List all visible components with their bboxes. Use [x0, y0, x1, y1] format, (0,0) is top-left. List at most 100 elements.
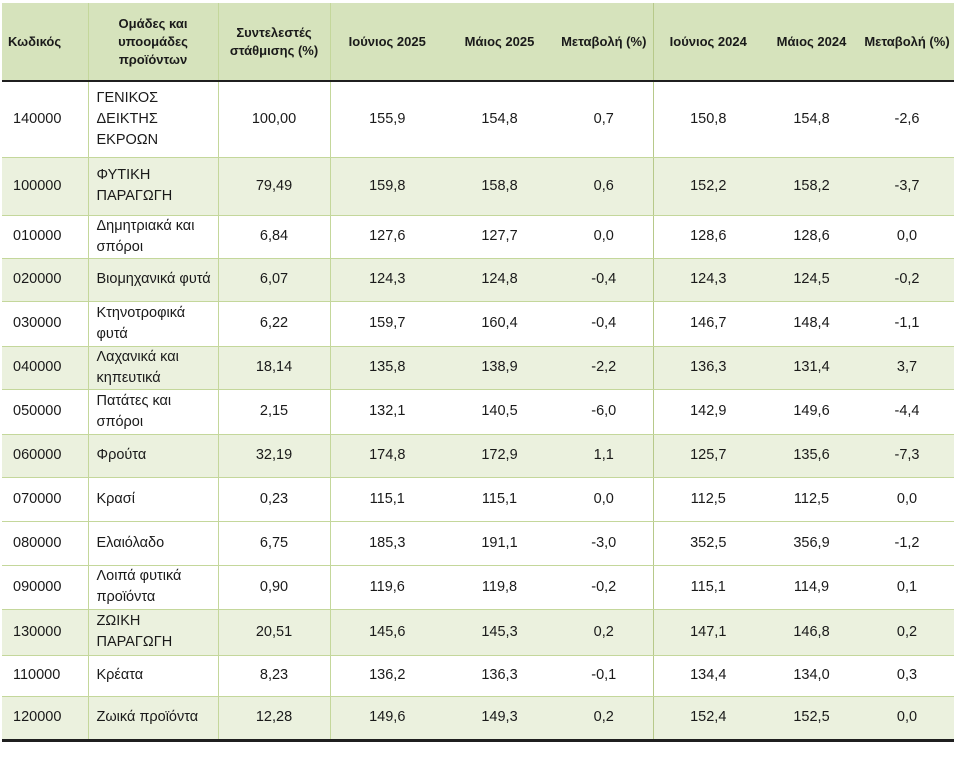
cell-may-2024: 134,0	[763, 655, 860, 697]
cell-change-2024: 0,3	[860, 655, 954, 697]
cell-group-name: Λοιπά φυτικά προϊόντα	[87, 565, 218, 610]
cell-code: 050000	[2, 389, 88, 435]
cell-group-name: Κτηνοτροφικά φυτά	[87, 301, 218, 347]
header-change-2025: Μεταβολή (%)	[555, 3, 653, 82]
cell-weight: 79,49	[217, 157, 330, 216]
cell-weight: 8,23	[217, 655, 330, 697]
cell-change-2025: -0,1	[555, 655, 653, 697]
cell-change-2025: 1,1	[555, 434, 653, 478]
cell-change-2024: 3,7	[860, 346, 954, 390]
cell-code: 030000	[2, 301, 88, 347]
cell-group-name: Κρέατα	[87, 655, 218, 697]
cell-may-2024: 158,2	[763, 157, 860, 216]
cell-group-name: ΓΕΝΙΚΟΣ ΔΕΙΚΤΗΣ ΕΚΡΟΩΝ	[87, 81, 218, 158]
cell-code: 020000	[2, 258, 88, 302]
cell-june-2024: 136,3	[652, 346, 763, 390]
cell-change-2024: -3,7	[860, 157, 954, 216]
cell-change-2025: -2,2	[555, 346, 653, 390]
cell-change-2025: -3,0	[555, 521, 653, 566]
cell-may-2025: 115,1	[444, 477, 555, 522]
cell-change-2024: -0,2	[860, 258, 954, 302]
cell-group-name: Ζωικά προϊόντα	[87, 696, 218, 742]
cell-weight: 12,28	[217, 696, 330, 742]
cell-may-2024: 112,5	[763, 477, 860, 522]
cell-code: 060000	[2, 434, 88, 478]
table-row: 030000 Κτηνοτροφικά φυτά 6,22 159,7 160,4 -0,…	[2, 301, 954, 347]
cell-june-2024: 128,6	[652, 215, 763, 259]
header-may-2024: Μάιος 2024	[763, 3, 860, 82]
cell-june-2025: 159,8	[329, 157, 444, 216]
cell-may-2024: 124,5	[763, 258, 860, 302]
cell-june-2024: 112,5	[652, 477, 763, 522]
table-body: 140000 ΓΕΝΙΚΟΣ ΔΕΙΚΤΗΣ ΕΚΡΟΩΝ 100,00 155,9 1…	[2, 81, 954, 742]
cell-june-2025: 132,1	[329, 389, 444, 435]
cell-change-2024: 0,0	[860, 215, 954, 259]
cell-june-2024: 142,9	[652, 389, 763, 435]
cell-may-2025: 191,1	[444, 521, 555, 566]
header-code: Κωδικός	[2, 3, 88, 82]
cell-change-2025: -0,4	[555, 258, 653, 302]
cell-change-2024: -7,3	[860, 434, 954, 478]
cell-group-name: ΦΥΤΙΚΗ ΠΑΡΑΓΩΓΗ	[87, 157, 218, 216]
cell-group-name: Βιομηχανικά φυτά	[87, 258, 218, 302]
cell-change-2025: 0,6	[555, 157, 653, 216]
cell-may-2025: 158,8	[444, 157, 555, 216]
cell-may-2025: 127,7	[444, 215, 555, 259]
cell-group-name: Δημητριακά και σπόροι	[87, 215, 218, 259]
cell-change-2025: 0,2	[555, 696, 653, 742]
cell-group-name: ΖΩΙΚΗ ΠΑΡΑΓΩΓΗ	[87, 609, 218, 656]
cell-june-2025: 174,8	[329, 434, 444, 478]
cell-june-2025: 155,9	[329, 81, 444, 158]
cell-june-2025: 119,6	[329, 565, 444, 610]
cell-code: 140000	[2, 81, 88, 158]
table-row: 050000 Πατάτες και σπόροι 2,15 132,1 140,5 -6…	[2, 389, 954, 435]
cell-weight: 0,90	[217, 565, 330, 610]
cell-may-2024: 128,6	[763, 215, 860, 259]
header-change-2024: Μεταβολή (%)	[860, 3, 954, 82]
cell-weight: 6,84	[217, 215, 330, 259]
cell-june-2024: 352,5	[652, 521, 763, 566]
cell-weight: 100,00	[217, 81, 330, 158]
cell-code: 110000	[2, 655, 88, 697]
cell-june-2024: 147,1	[652, 609, 763, 656]
cell-june-2024: 125,7	[652, 434, 763, 478]
cell-may-2024: 146,8	[763, 609, 860, 656]
cell-may-2025: 154,8	[444, 81, 555, 158]
price-index-table: Κωδικός Ομάδες και υποομάδες προϊόντων Σ…	[2, 3, 954, 742]
cell-weight: 6,75	[217, 521, 330, 566]
table-row: 020000 Βιομηχανικά φυτά 6,07 124,3 124,8 -0,4…	[2, 258, 954, 302]
cell-group-name: Λαχανικά και κηπευτικά	[87, 346, 218, 390]
cell-change-2025: 0,7	[555, 81, 653, 158]
cell-june-2025: 135,8	[329, 346, 444, 390]
cell-weight: 20,51	[217, 609, 330, 656]
header-groups: Ομάδες και υποομάδες προϊόντων	[87, 3, 218, 82]
cell-may-2025: 124,8	[444, 258, 555, 302]
header-row: Κωδικός Ομάδες και υποομάδες προϊόντων Σ…	[2, 3, 954, 82]
cell-june-2025: 145,6	[329, 609, 444, 656]
table-row: 070000 Κρασί 0,23 115,1 115,1 0,0 112,5 112,5 0,…	[2, 477, 954, 522]
cell-may-2024: 154,8	[763, 81, 860, 158]
header-june-2024: Ιούνιος 2024	[652, 3, 763, 82]
table-row: 010000 Δημητριακά και σπόροι 6,84 127,6 127,…	[2, 215, 954, 259]
cell-may-2024: 148,4	[763, 301, 860, 347]
table-row: 040000 Λαχανικά και κηπευτικά 18,14 135,8 13…	[2, 346, 954, 390]
cell-code: 070000	[2, 477, 88, 522]
cell-group-name: Φρούτα	[87, 434, 218, 478]
cell-group-name: Κρασί	[87, 477, 218, 522]
cell-june-2024: 124,3	[652, 258, 763, 302]
cell-may-2025: 136,3	[444, 655, 555, 697]
cell-june-2024: 150,8	[652, 81, 763, 158]
cell-june-2024: 152,2	[652, 157, 763, 216]
table-row: 080000 Ελαιόλαδο 6,75 185,3 191,1 -3,0 352,5 35…	[2, 521, 954, 566]
cell-june-2024: 115,1	[652, 565, 763, 610]
cell-change-2024: 0,0	[860, 696, 954, 742]
cell-code: 010000	[2, 215, 88, 259]
cell-code: 090000	[2, 565, 88, 610]
cell-may-2025: 140,5	[444, 389, 555, 435]
cell-code: 080000	[2, 521, 88, 566]
cell-june-2025: 159,7	[329, 301, 444, 347]
cell-may-2025: 172,9	[444, 434, 555, 478]
header-june-2025: Ιούνιος 2025	[329, 3, 444, 82]
cell-june-2025: 185,3	[329, 521, 444, 566]
header-weights: Συντελεστές στάθμισης (%)	[217, 3, 330, 82]
